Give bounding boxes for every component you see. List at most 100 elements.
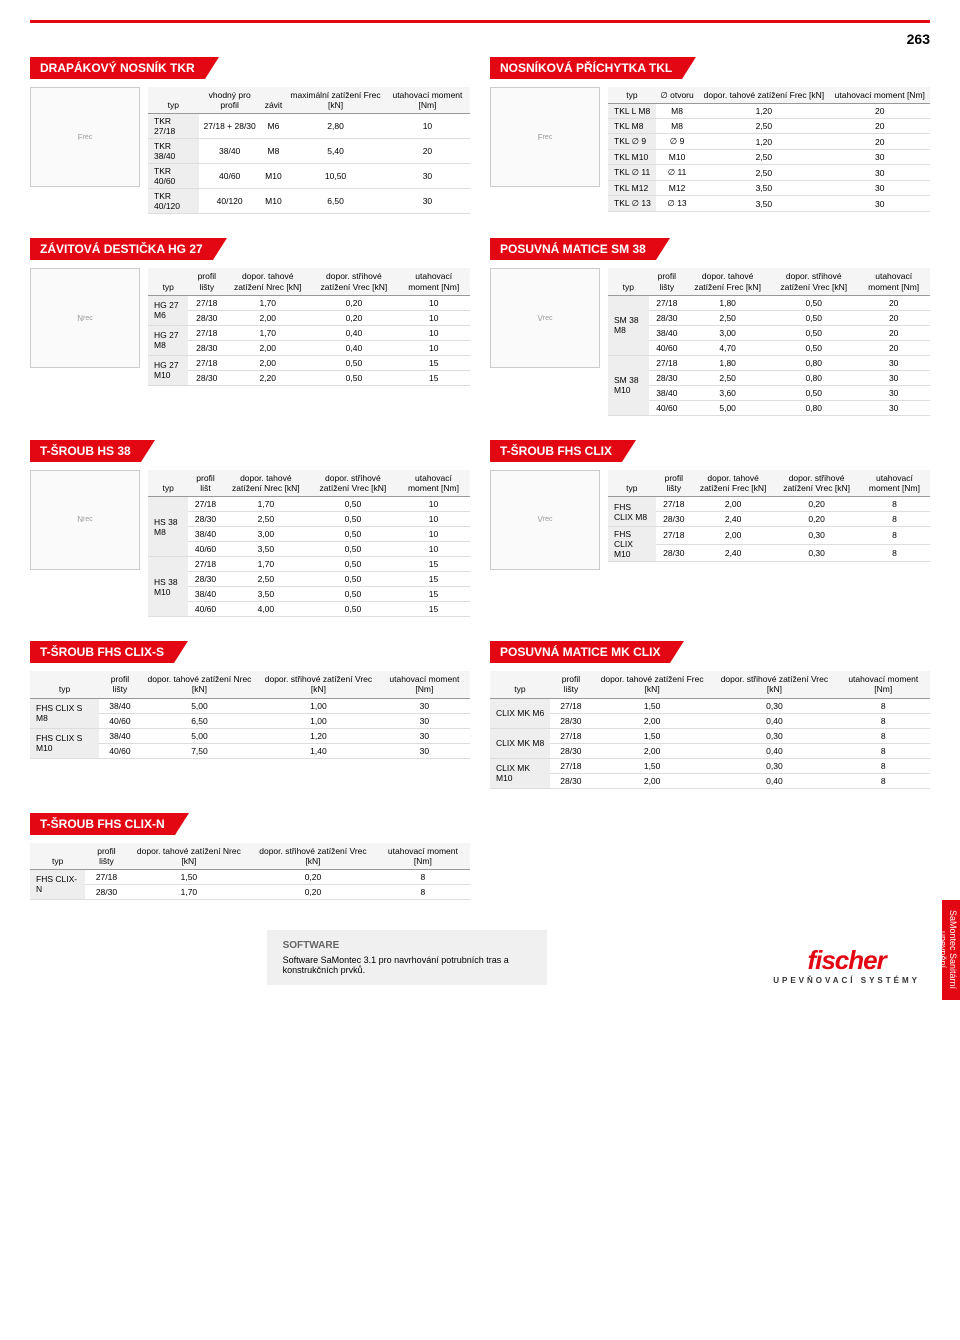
col-header: profil lišt — [188, 470, 223, 497]
cell: 10 — [397, 325, 470, 340]
cell: M10 — [261, 189, 286, 214]
cell: 3,00 — [685, 325, 770, 340]
col-header: typ — [148, 268, 188, 295]
table-row: FHS CLIX S M838/405,001,0030 — [30, 698, 470, 713]
table-row: TKL M10M102,5030 — [608, 150, 930, 165]
cell: 0,80 — [770, 400, 857, 415]
cell: 2,20 — [225, 370, 310, 385]
cell: TKR 27/18 — [148, 114, 199, 139]
cell: 0,50 — [310, 370, 397, 385]
cell: 0,50 — [309, 527, 397, 542]
cell: 4,70 — [685, 340, 770, 355]
cell: 38/40 — [199, 139, 261, 164]
cell: 30 — [379, 713, 470, 728]
cell: 1,20 — [698, 134, 829, 150]
col-header: dopor. střihové zatížení Vrec [kN] — [309, 470, 397, 497]
cell: 2,00 — [692, 497, 774, 512]
cell: 1,80 — [685, 295, 770, 310]
cell: 2,00 — [225, 355, 310, 370]
cell: 27/18 — [649, 355, 686, 370]
cell: 38/40 — [99, 728, 141, 743]
section-title: T-ŠROUB FHS CLIX-S — [30, 641, 174, 663]
type-cell: FHS CLIX-N — [30, 869, 85, 899]
table-row: 40/604,000,5015 — [148, 602, 470, 617]
cell: 3,50 — [698, 181, 829, 196]
col-header: utahovací moment [Nm] — [397, 470, 470, 497]
cell: 0,20 — [774, 497, 859, 512]
cell: 27/18 — [550, 698, 592, 713]
cell: 20 — [857, 340, 930, 355]
type-cell: FHS CLIX S M10 — [30, 728, 99, 758]
cell: 8 — [376, 884, 470, 899]
cell: 15 — [397, 557, 470, 572]
col-header: utahovací moment [Nm] — [830, 87, 930, 104]
table-row: SM 38 M1027/181,800,8030 — [608, 355, 930, 370]
cell: 27/18 — [656, 497, 692, 512]
cell: 38/40 — [188, 587, 223, 602]
cell: 2,50 — [223, 572, 309, 587]
cell: 10 — [397, 497, 470, 512]
cell: 28/30 — [550, 713, 592, 728]
col-header: dopor. tahové zatížení Frec [kN] — [692, 470, 774, 497]
table-row: 28/302,000,408 — [490, 773, 930, 788]
cell: 7,50 — [141, 743, 258, 758]
col-header: utahovací moment [Nm] — [397, 268, 470, 295]
cell: 4,00 — [223, 602, 309, 617]
cell: 0,50 — [770, 385, 857, 400]
cell: 5,00 — [141, 698, 258, 713]
data-table: typprofil lištydopor. tahové zatížení Fr… — [490, 671, 930, 788]
cell: ∅ 9 — [656, 134, 698, 150]
cell: 40/60 — [99, 743, 141, 758]
cell: 27/18 — [649, 295, 686, 310]
cell: 8 — [837, 758, 930, 773]
cell: ∅ 11 — [656, 165, 698, 181]
side-tab: SaMontec Sanitární upevnění — [942, 900, 960, 1000]
cell: 0,20 — [310, 310, 397, 325]
cell: 28/30 — [550, 743, 592, 758]
col-header: profil lišty — [99, 671, 141, 698]
col-header: utahovací moment [Nm] — [385, 87, 470, 114]
cell: 27/18 — [188, 295, 225, 310]
section-hs38: T-ŠROUB HS 38 Nrec typprofil lištdopor. … — [30, 440, 470, 617]
cell: 8 — [859, 527, 930, 545]
cell: 8 — [837, 728, 930, 743]
cell: 8 — [837, 713, 930, 728]
cell: 0,40 — [310, 340, 397, 355]
cell: 10 — [397, 542, 470, 557]
cell: 28/30 — [188, 310, 225, 325]
section-mkclix: POSUVNÁ MATICE MK CLIX typprofil lištydo… — [490, 641, 930, 788]
cell: 0,20 — [250, 869, 376, 884]
logo-sub: UPEVŇOVACÍ SYSTÉMY — [773, 976, 920, 985]
cell: 6,50 — [141, 713, 258, 728]
cell: 38/40 — [99, 698, 141, 713]
cell: 30 — [830, 196, 930, 212]
data-table: typprofil lištydopor. tahové zatížení Nr… — [30, 843, 470, 900]
cell: 27/18 — [550, 728, 592, 743]
col-header: dopor. tahové zatížení Frec [kN] — [698, 87, 829, 104]
cell: 2,00 — [592, 743, 712, 758]
cell: 1,70 — [128, 884, 250, 899]
type-cell: FHS CLIX M10 — [608, 527, 656, 562]
cell: 15 — [397, 572, 470, 587]
table-row: HG 27 M827/181,700,4010 — [148, 325, 470, 340]
cell: 1,50 — [592, 698, 712, 713]
table-row: 38/403,000,5010 — [148, 527, 470, 542]
cell: TKL ∅ 13 — [608, 196, 656, 212]
cell: 2,50 — [698, 165, 829, 181]
section-title: NOSNÍKOVÁ PŘÍCHYTKA TKL — [490, 57, 682, 79]
type-cell: HS 38 M8 — [148, 497, 188, 557]
cell: 30 — [857, 355, 930, 370]
cell: M12 — [656, 181, 698, 196]
cell: 27/18 — [188, 325, 225, 340]
cell: 0,30 — [712, 728, 836, 743]
cell: 8 — [837, 743, 930, 758]
cell: 0,50 — [309, 542, 397, 557]
cell: 30 — [830, 165, 930, 181]
cell: 2,00 — [225, 340, 310, 355]
cell: 8 — [376, 869, 470, 884]
data-table: typ∅ otvorudopor. tahové zatížení Frec [… — [608, 87, 930, 212]
cell: 1,50 — [592, 728, 712, 743]
cell: 27/18 — [188, 355, 225, 370]
product-image: Frec — [30, 87, 140, 187]
table-row: 28/302,000,408 — [490, 713, 930, 728]
